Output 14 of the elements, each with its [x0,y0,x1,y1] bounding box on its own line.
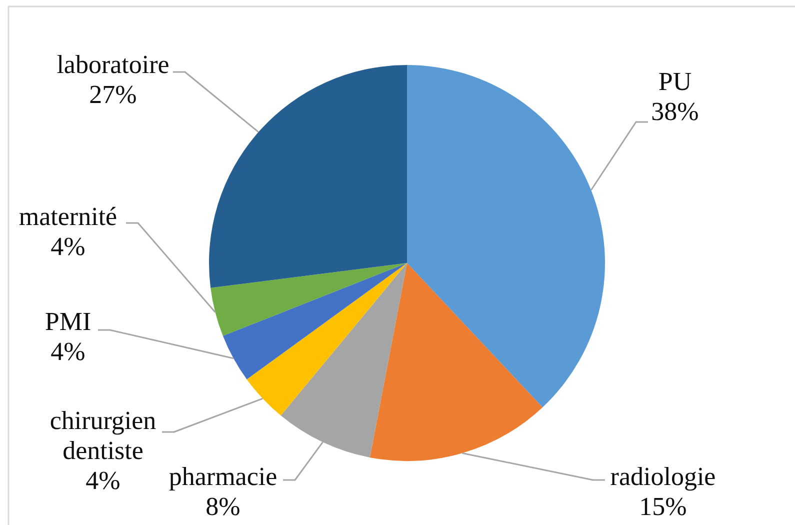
data-label: 4% [50,232,86,261]
slice-label: radiologie [610,462,716,491]
slice-label: pharmacie [168,462,278,491]
data-label: 15% [639,492,687,521]
data-label: 27% [89,80,137,109]
data-label: 4% [50,336,86,366]
data-label: 8% [206,492,240,521]
data-label: 4% [86,466,120,495]
slice-label: maternité [18,202,118,231]
slice-label: PMI [44,306,92,336]
slice-label: PU [658,66,692,96]
slice-label: laboratoire [56,50,170,79]
slice-label: chirurgien dentiste [50,406,156,465]
data-label: 38% [651,96,699,126]
